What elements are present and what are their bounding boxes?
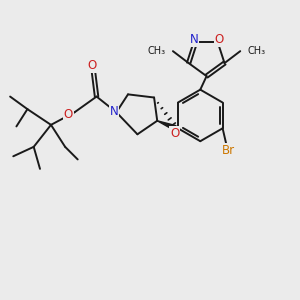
Text: Br: Br (221, 144, 235, 157)
Text: CH₃: CH₃ (247, 46, 265, 56)
Text: N: N (190, 33, 198, 46)
Text: O: O (64, 108, 73, 121)
Text: O: O (214, 33, 224, 46)
Text: O: O (170, 127, 179, 140)
Text: CH₃: CH₃ (148, 46, 166, 56)
Text: O: O (87, 58, 96, 72)
Text: N: N (110, 105, 118, 118)
Polygon shape (157, 121, 176, 130)
